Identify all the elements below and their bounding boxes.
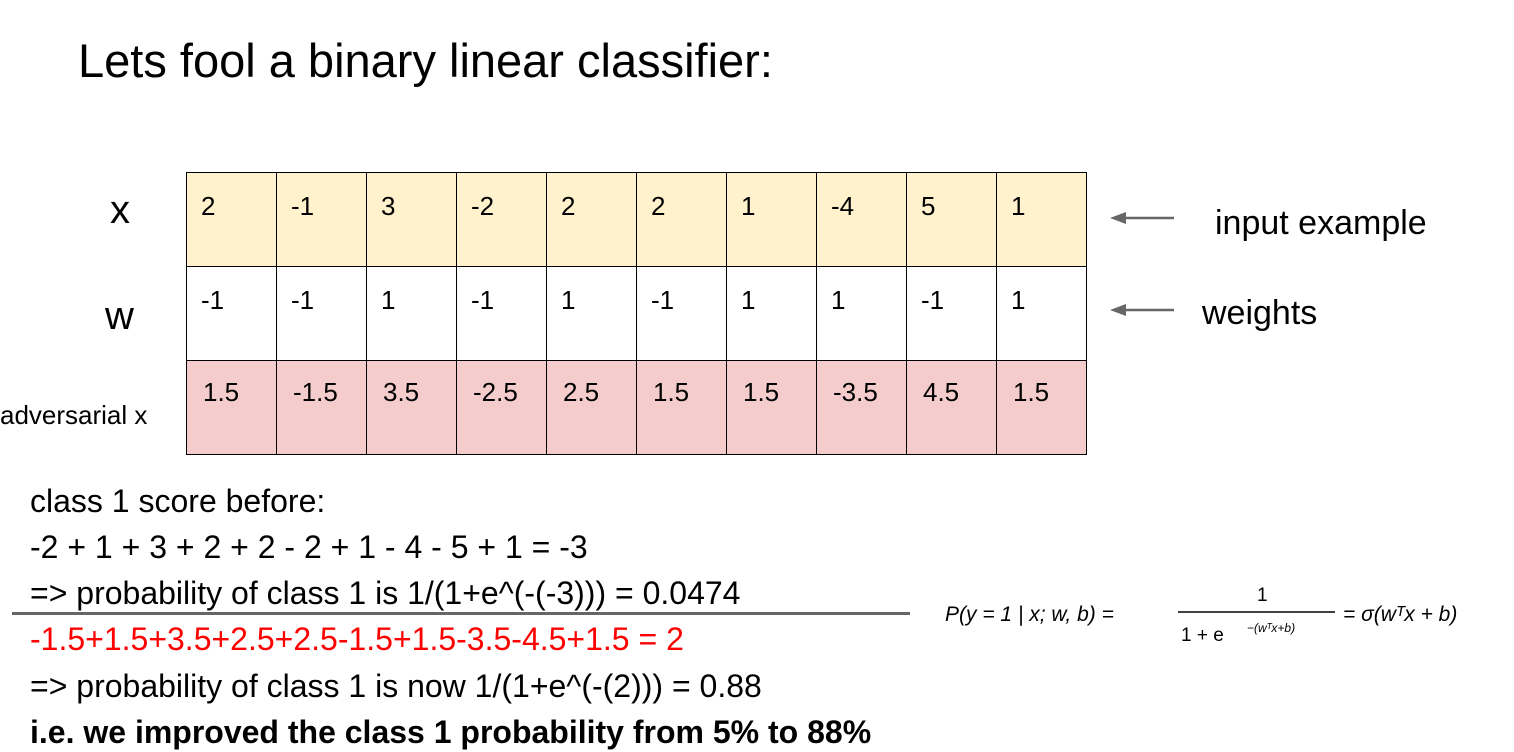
table-cell: -1.5 xyxy=(276,360,367,455)
table-cell: -3.5 xyxy=(816,360,907,455)
row-label-w: w xyxy=(105,294,134,338)
table-row-x: 2 -1 3 -2 2 2 1 -4 5 1 xyxy=(186,172,1087,267)
table-cell: -1 xyxy=(456,266,547,361)
left-arrow-icon xyxy=(1110,212,1174,224)
table-cell: 1.5 xyxy=(636,360,727,455)
table-cell: 1.5 xyxy=(726,360,817,455)
slide-title: Lets fool a binary linear classifier: xyxy=(78,34,773,87)
table-cell: -1 xyxy=(276,266,367,361)
table-cell: 1.5 xyxy=(996,360,1087,455)
table-cell: -1 xyxy=(906,266,997,361)
table-cell: 5 xyxy=(906,172,997,267)
table-cell: 4.5 xyxy=(906,360,997,455)
probability-after: => probability of class 1 is now 1/(1+e^… xyxy=(30,668,762,704)
table-cell: -1 xyxy=(276,172,367,267)
table-cell: 3.5 xyxy=(366,360,457,455)
table-cell: -4 xyxy=(816,172,907,267)
row-label-adversarial-x: adversarial x xyxy=(0,400,148,430)
table-cell: 2.5 xyxy=(546,360,637,455)
table-cell: -1 xyxy=(186,266,277,361)
table-cell: 1 xyxy=(816,266,907,361)
values-table: 2 -1 3 -2 2 2 1 -4 5 1 -1 -1 1 -1 1 -1 1… xyxy=(186,172,1087,455)
score-before-heading: class 1 score before: xyxy=(30,483,326,519)
adversarial-score-sum: -1.5+1.5+3.5+2.5+2.5-1.5+1.5-3.5-4.5+1.5… xyxy=(30,621,684,657)
formula-denominator: 1 + e xyxy=(1181,625,1224,646)
left-arrow-icon xyxy=(1110,304,1174,316)
sigmoid-formula: P(y = 1 | x; w, b) = 1 1 + e −(wᵀx+b) = … xyxy=(945,585,1457,646)
table-row-w: -1 -1 1 -1 1 -1 1 1 -1 1 xyxy=(186,266,1087,361)
table-cell: 1 xyxy=(996,172,1087,267)
table-cell: 1.5 xyxy=(186,360,277,455)
table-cell: 1 xyxy=(996,266,1087,361)
table-cell: -2.5 xyxy=(456,360,547,455)
conclusion-text: i.e. we improved the class 1 probability… xyxy=(30,714,872,750)
table-cell: 1 xyxy=(366,266,457,361)
table-cell: 2 xyxy=(636,172,727,267)
weights-label: weights xyxy=(1202,294,1318,332)
table-cell: 1 xyxy=(726,172,817,267)
formula-exponent: −(wᵀx+b) xyxy=(1247,621,1295,635)
table-row-adversarial-x: 1.5 -1.5 3.5 -2.5 2.5 1.5 1.5 -3.5 4.5 1… xyxy=(186,360,1087,455)
divider-line xyxy=(12,612,910,615)
formula-numerator: 1 xyxy=(1257,585,1268,606)
table-cell: -1 xyxy=(636,266,727,361)
probability-before: => probability of class 1 is 1/(1+e^(-(-… xyxy=(30,575,741,611)
table-cell: 2 xyxy=(186,172,277,267)
table-cell: 1 xyxy=(726,266,817,361)
table-cell: 3 xyxy=(366,172,457,267)
table-cell: 2 xyxy=(546,172,637,267)
table-cell: -2 xyxy=(456,172,547,267)
row-label-x: x xyxy=(110,188,130,232)
formula-lhs: P(y = 1 | x; w, b) = xyxy=(945,603,1114,626)
score-before-sum: -2 + 1 + 3 + 2 + 2 - 2 + 1 - 4 - 5 + 1 =… xyxy=(30,529,588,565)
table-cell: 1 xyxy=(546,266,637,361)
formula-rhs: = σ(wᵀx + b) xyxy=(1343,603,1457,626)
input-example-label: input example xyxy=(1215,204,1427,242)
